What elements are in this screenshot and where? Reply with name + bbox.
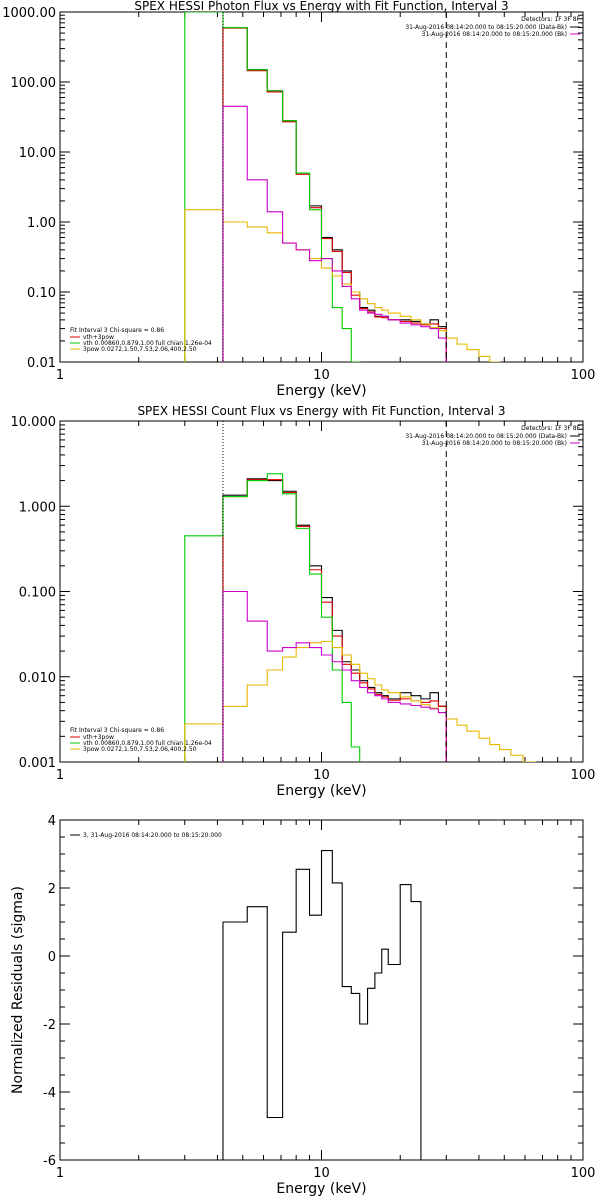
chart-panel-3: 1 10 100 Energy (keV) -6 -4 -2 0 2 4 Normalized Re… [10, 814, 595, 1197]
y-tick-label: 0.100 [19, 586, 56, 601]
legend-entry: 31-Aug-2016 08:14:20.000 to 08:15:20.000… [405, 24, 567, 31]
legend-bottom-left: Fit Interval 3 Chi-square = 0.86vth+3pow… [70, 327, 212, 353]
legend-entry: 31-Aug-2016 08:14:20.000 to 08:15:20.000… [422, 440, 567, 447]
x-tick-label: 1 [56, 768, 64, 783]
y-tick-label: -4 [43, 1086, 56, 1101]
legend-entry: 31-Aug-2016 08:14:20.000 to 08:15:20.000… [422, 31, 567, 38]
y-tick-label: 0 [48, 950, 56, 965]
data-series [184, 473, 537, 762]
x-tick-label: 1 [56, 368, 64, 383]
y-tick-label: 0.10 [27, 286, 56, 301]
series-line-2 [222, 479, 447, 762]
legend-header: Fit Interval 3 Chi-square = 0.86 [70, 327, 164, 334]
y-tick-label: 0.001 [19, 756, 56, 771]
chart-title: SPEX HESSI Count Flux vs Energy with Fit… [137, 404, 505, 418]
y-ticks: 0.01 0.10 1.00 10.00 100.00 1000.00 [2, 6, 583, 371]
x-tick-label: 10 [313, 1166, 330, 1181]
y-tick-label: 10.000 [11, 415, 57, 430]
x-axis-label: Energy (keV) [276, 1181, 366, 1197]
x-tick-label: 100 [571, 768, 596, 783]
series-line-5 [222, 105, 447, 362]
legend-bottom-left: Fit Interval 3 Chi-square = 0.86vth+3pow… [70, 727, 212, 753]
legend-entry: vth 0.00860,0.879,1.00 full chian 1.26e-… [83, 340, 212, 347]
legend-header: Detectors: 1F 3F 8F [521, 16, 580, 23]
y-tick-label: 1.00 [27, 216, 56, 231]
legend-entry: 3pow 0.0272,1.50,7.53,2.06,400,2.50 [83, 346, 197, 353]
x-ticks: 1 10 100 [56, 421, 596, 783]
x-axis-label: Energy (keV) [276, 383, 366, 399]
y-tick-label: -6 [43, 1154, 56, 1169]
y-tick-label: 100.00 [11, 76, 57, 91]
series-line-3 [184, 12, 361, 362]
chart-panel-2: SPEX HESSI Count Flux vs Energy with Fit… [11, 404, 596, 799]
legend-entry: vth 0.00860,0.879,1.00 full chian 1.26e-… [83, 740, 212, 747]
legend-header: Detectors: 1F 3F 8F [521, 425, 580, 432]
legend-entry: vth+3pow [83, 734, 114, 741]
legend-top-left: 3, 31-Aug-2016 08:14:20.000 to 08:15:20.… [70, 832, 222, 839]
series-line-1 [222, 26, 447, 362]
series-line-5 [222, 590, 447, 762]
legend-entry: vth+3pow [83, 334, 114, 341]
x-tick-label: 10 [313, 768, 330, 783]
y-tick-label: -2 [43, 1018, 56, 1033]
y-axis-label: Normalized Residuals (sigma) [10, 886, 26, 1094]
chart-panel-1: SPEX HESSI Photon Flux vs Energy with Fi… [2, 0, 595, 399]
legend-header: Fit Interval 3 Chi-square = 0.86 [70, 727, 164, 734]
y-ticks: 0.001 0.010 0.100 1.000 10.000 [11, 415, 583, 771]
data-series [184, 12, 501, 362]
x-ticks: 1 10 100 [56, 820, 596, 1181]
y-tick-label: 10.00 [19, 146, 56, 161]
x-tick-label: 100 [571, 368, 596, 383]
y-tick-label: 4 [48, 814, 56, 829]
legend-entry: 3, 31-Aug-2016 08:14:20.000 to 08:15:20.… [83, 832, 222, 839]
chart-title: SPEX HESSI Photon Flux vs Energy with Fi… [134, 0, 508, 13]
y-ticks: -6 -4 -2 0 2 4 [43, 814, 583, 1169]
plot-frame [59, 11, 584, 363]
y-tick-label: 1.000 [19, 500, 56, 515]
x-axis-label: Energy (keV) [276, 783, 366, 799]
y-tick-label: 2 [48, 882, 56, 897]
legend-entry: 3pow 0.0272,1.50,7.53,2.06,400,2.50 [83, 746, 197, 753]
legend-entry: 31-Aug-2016 08:14:20.000 to 08:15:20.000… [405, 433, 567, 440]
x-ticks: 1 10 100 [56, 12, 596, 383]
series-line-4 [184, 640, 537, 762]
y-tick-label: 1000.00 [2, 6, 56, 21]
series-line-2 [222, 27, 447, 362]
x-tick-label: 10 [313, 368, 330, 383]
x-tick-label: 1 [56, 1166, 64, 1181]
x-tick-label: 100 [571, 1166, 596, 1181]
y-tick-label: 0.010 [19, 671, 56, 686]
series-line-3 [184, 473, 361, 762]
series-line-1 [222, 850, 422, 1160]
data-series [222, 850, 422, 1160]
y-tick-label: 0.01 [27, 356, 56, 371]
